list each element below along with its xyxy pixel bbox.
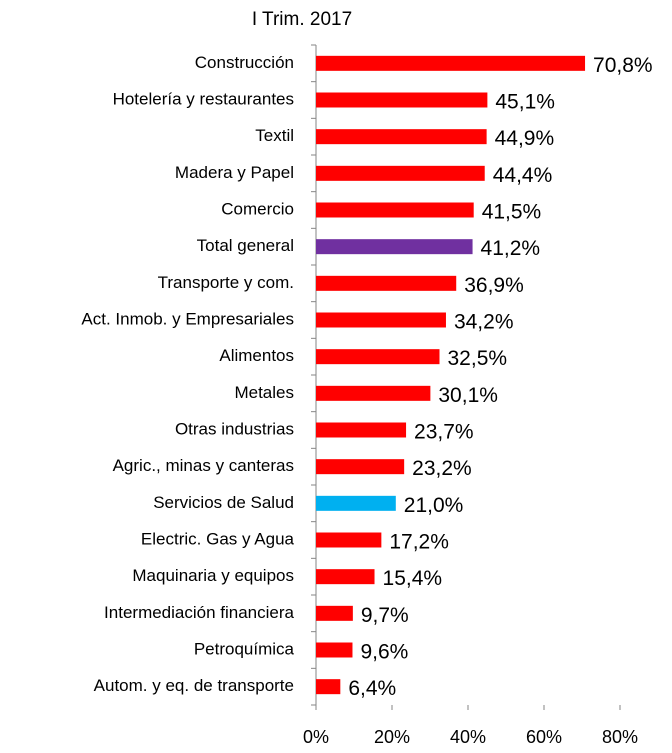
y-tick-label: Intermediación financiera	[104, 603, 294, 622]
value-label: 44,4%	[493, 164, 553, 187]
value-label: 23,7%	[414, 421, 474, 444]
bar	[316, 165, 485, 181]
bar	[316, 129, 487, 145]
y-tick-label: Agric., minas y canteras	[113, 456, 294, 475]
value-label: 44,9%	[495, 127, 555, 150]
bar	[316, 569, 375, 585]
value-label: 23,2%	[412, 457, 472, 480]
y-tick-label: Madera y Papel	[175, 163, 294, 182]
value-label: 36,9%	[464, 274, 524, 297]
y-tick-label: Comercio	[221, 199, 294, 218]
y-tick-label: Textil	[255, 126, 294, 145]
y-tick-label: Petroquímica	[194, 639, 295, 658]
value-label: 21,0%	[404, 494, 464, 517]
value-label: 30,1%	[438, 384, 498, 407]
y-tick-label: Transporte y com.	[158, 273, 294, 292]
y-tick-label: Servicios de Salud	[153, 493, 294, 512]
value-label: 9,6%	[360, 641, 408, 664]
x-tick-label: 60%	[526, 727, 562, 747]
y-tick-label: Electric. Gas y Agua	[141, 529, 295, 548]
x-tick-label: 0%	[303, 727, 329, 747]
bar	[316, 605, 353, 621]
bar	[316, 202, 474, 218]
value-label: 45,1%	[495, 91, 555, 114]
y-tick-label: Metales	[234, 383, 294, 402]
bar	[316, 349, 440, 365]
value-label: 32,5%	[448, 347, 508, 370]
bar	[316, 422, 407, 438]
value-label: 70,8%	[593, 54, 653, 77]
bar	[316, 312, 446, 328]
bar	[316, 532, 382, 548]
x-tick-label: 40%	[450, 727, 486, 747]
bar	[316, 239, 473, 255]
y-tick-label: Act. Inmob. y Empresariales	[81, 309, 294, 328]
y-tick-label: Autom. y eq. de transporte	[94, 676, 294, 695]
x-tick-label: 80%	[602, 727, 638, 747]
y-tick-label: Hotelería y restaurantes	[113, 89, 294, 108]
value-label: 15,4%	[383, 567, 443, 590]
bar	[316, 385, 431, 401]
y-tick-label: Maquinaria y equipos	[132, 566, 294, 585]
x-tick-label: 20%	[374, 727, 410, 747]
bar	[316, 55, 586, 71]
value-label: 17,2%	[389, 531, 449, 554]
chart-subtitle: I Trim. 2017	[252, 9, 352, 30]
bar	[316, 92, 488, 108]
value-label: 41,5%	[482, 201, 542, 224]
bar	[316, 679, 341, 695]
value-label: 9,7%	[361, 604, 409, 627]
bar	[316, 275, 457, 291]
y-tick-label: Construcción	[195, 53, 294, 72]
bar	[316, 642, 353, 658]
y-tick-label: Alimentos	[219, 346, 294, 365]
y-tick-label: Otras industrias	[175, 419, 294, 438]
bar	[316, 495, 396, 511]
bar	[316, 459, 405, 475]
value-label: 34,2%	[454, 311, 514, 334]
y-tick-label: Total general	[197, 236, 294, 255]
value-label: 6,4%	[348, 677, 396, 700]
value-label: 41,2%	[481, 237, 541, 260]
